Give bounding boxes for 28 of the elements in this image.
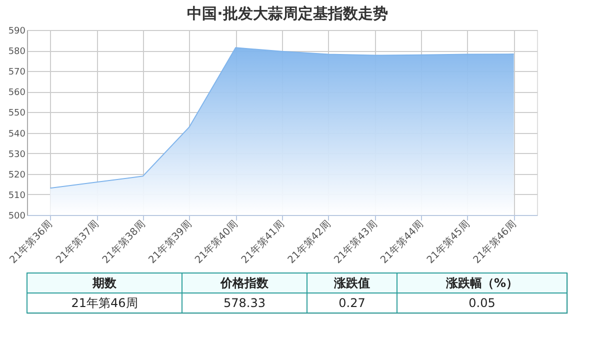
chart-title: 中国·批发大蒜周定基指数走势 [187, 4, 388, 22]
x-tick-label: 21年第40周 [192, 218, 240, 266]
y-tick-label: 570 [8, 68, 26, 78]
text: 578.33 [224, 296, 266, 310]
text: 0.05 [468, 296, 496, 310]
x-tick-label: 21年第45周 [424, 218, 472, 266]
x-tick-label: 21年第46周 [470, 218, 519, 266]
text: 期数 [92, 276, 118, 290]
text: 21年第46周 [71, 296, 138, 310]
text: 涨跌幅（%） [444, 276, 518, 290]
x-tick-label: 21年第42周 [285, 218, 334, 266]
y-tick-label: 540 [8, 129, 26, 140]
x-tick-label: 21年第43周 [332, 218, 380, 266]
text: 价格指数 [220, 276, 270, 290]
y-tick-label: 520 [8, 170, 26, 180]
x-tick-label: 21年第38周 [100, 218, 148, 266]
x-tick-label: 21年第41周 [239, 218, 287, 266]
x-tick-label: 21年第44周 [378, 218, 426, 266]
y-tick-label: 510 [8, 190, 26, 201]
x-tick-label: 21年第37周 [54, 218, 102, 266]
y-tick-label: 530 [8, 150, 26, 160]
y-tick-label: 580 [8, 47, 26, 58]
y-tick-label: 590 [8, 26, 26, 36]
text: 0.27 [338, 296, 366, 310]
y-tick-label: 560 [8, 88, 26, 98]
y-tick-label: 550 [8, 108, 26, 119]
x-tick-label: 21年第39周 [146, 218, 194, 266]
text: 涨跌值 [333, 276, 370, 290]
